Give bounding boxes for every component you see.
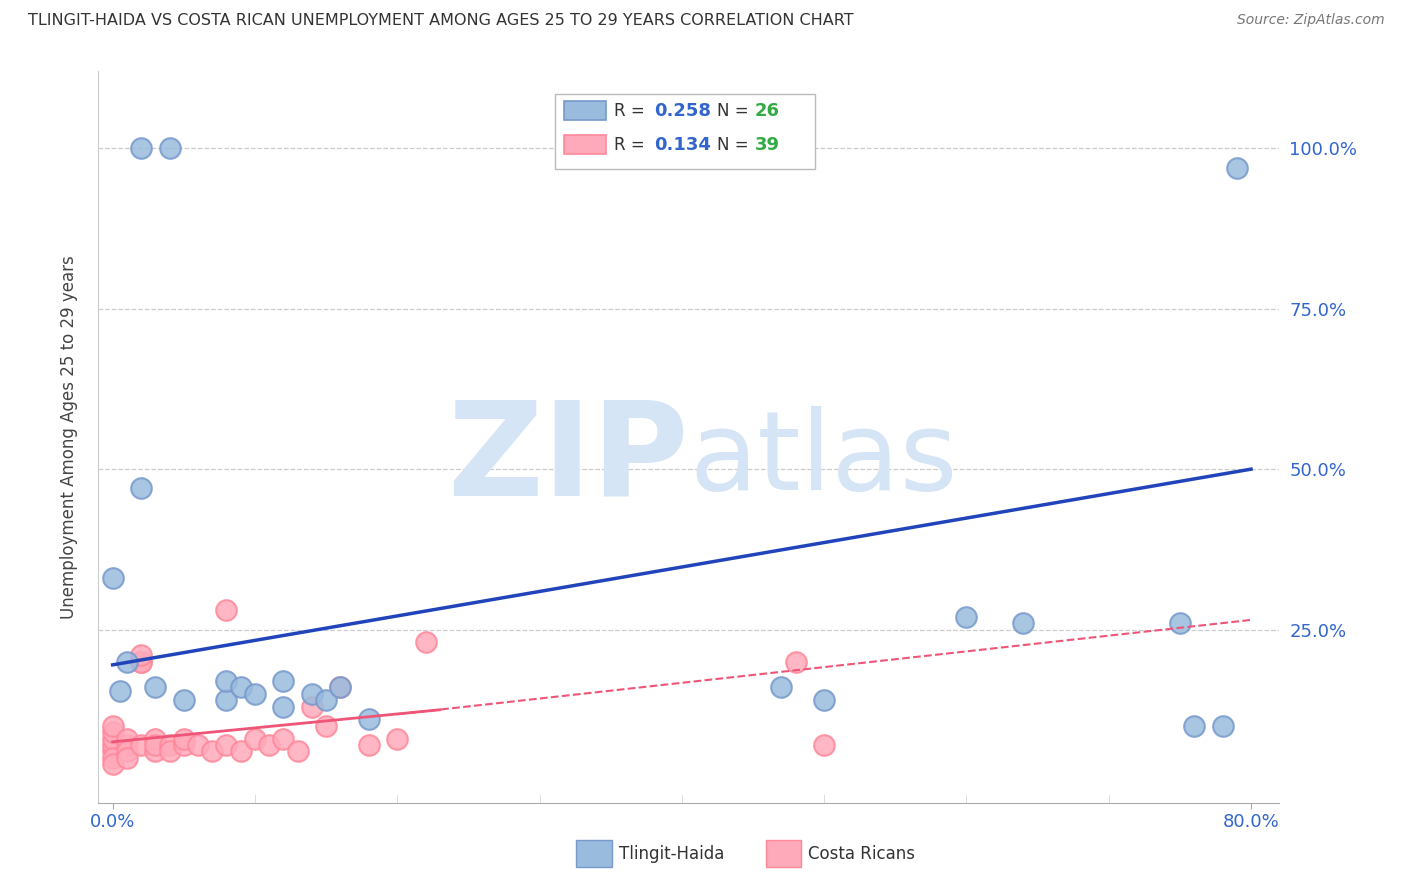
Point	[143, 731, 166, 746]
Point	[101, 738, 124, 752]
Point	[215, 673, 238, 688]
Point	[101, 744, 124, 758]
Point	[101, 725, 124, 739]
Text: ZIP: ZIP	[447, 395, 689, 523]
Point	[101, 751, 124, 765]
Point	[159, 141, 181, 155]
Y-axis label: Unemployment Among Ages 25 to 29 years: Unemployment Among Ages 25 to 29 years	[59, 255, 77, 619]
Point	[129, 738, 152, 752]
Point	[115, 744, 138, 758]
Point	[187, 738, 209, 752]
Text: N =: N =	[717, 102, 754, 120]
Point	[257, 738, 280, 752]
Text: Tlingit-Haida: Tlingit-Haida	[619, 845, 724, 863]
Point	[159, 744, 181, 758]
Text: N =: N =	[717, 136, 754, 153]
Point	[770, 681, 793, 695]
Point	[813, 738, 835, 752]
Point	[387, 731, 409, 746]
Text: 0.258: 0.258	[654, 102, 711, 120]
Point	[1012, 616, 1035, 631]
Point	[273, 699, 295, 714]
Point	[101, 757, 124, 772]
Point	[129, 482, 152, 496]
Point	[329, 681, 352, 695]
Point	[143, 681, 166, 695]
Point	[301, 699, 323, 714]
Point	[329, 681, 352, 695]
Point	[129, 141, 152, 155]
Point	[215, 738, 238, 752]
Point	[115, 655, 138, 669]
Point	[173, 738, 195, 752]
Text: Costa Ricans: Costa Ricans	[808, 845, 915, 863]
Text: TLINGIT-HAIDA VS COSTA RICAN UNEMPLOYMENT AMONG AGES 25 TO 29 YEARS CORRELATION : TLINGIT-HAIDA VS COSTA RICAN UNEMPLOYMEN…	[28, 13, 853, 29]
Text: Source: ZipAtlas.com: Source: ZipAtlas.com	[1237, 13, 1385, 28]
Point	[813, 693, 835, 707]
Point	[101, 571, 124, 585]
Point	[108, 683, 131, 698]
Point	[1182, 719, 1205, 733]
Point	[173, 731, 195, 746]
Point	[273, 731, 295, 746]
Point	[129, 655, 152, 669]
Point	[243, 687, 266, 701]
Point	[243, 731, 266, 746]
Point	[143, 744, 166, 758]
Point	[287, 744, 309, 758]
Text: R =: R =	[614, 102, 651, 120]
Point	[101, 719, 124, 733]
Point	[115, 738, 138, 752]
Point	[315, 693, 337, 707]
Point	[229, 744, 252, 758]
Point	[129, 648, 152, 663]
Point	[159, 738, 181, 752]
Point	[129, 655, 152, 669]
Point	[357, 738, 380, 752]
Point	[115, 751, 138, 765]
Point	[1168, 616, 1191, 631]
Point	[1226, 161, 1249, 175]
Text: R =: R =	[614, 136, 651, 153]
Point	[143, 738, 166, 752]
Point	[229, 681, 252, 695]
Point	[101, 731, 124, 746]
Point	[215, 693, 238, 707]
Point	[1212, 719, 1234, 733]
Point	[415, 635, 437, 649]
Point	[785, 655, 807, 669]
Point	[357, 712, 380, 726]
Text: atlas: atlas	[689, 406, 957, 513]
Point	[301, 687, 323, 701]
Point	[215, 603, 238, 617]
Point	[115, 731, 138, 746]
Point	[315, 719, 337, 733]
Point	[955, 609, 977, 624]
Text: 0.134: 0.134	[654, 136, 710, 153]
Text: 26: 26	[755, 102, 780, 120]
Point	[173, 693, 195, 707]
Point	[201, 744, 224, 758]
Text: 39: 39	[755, 136, 780, 153]
Point	[273, 673, 295, 688]
